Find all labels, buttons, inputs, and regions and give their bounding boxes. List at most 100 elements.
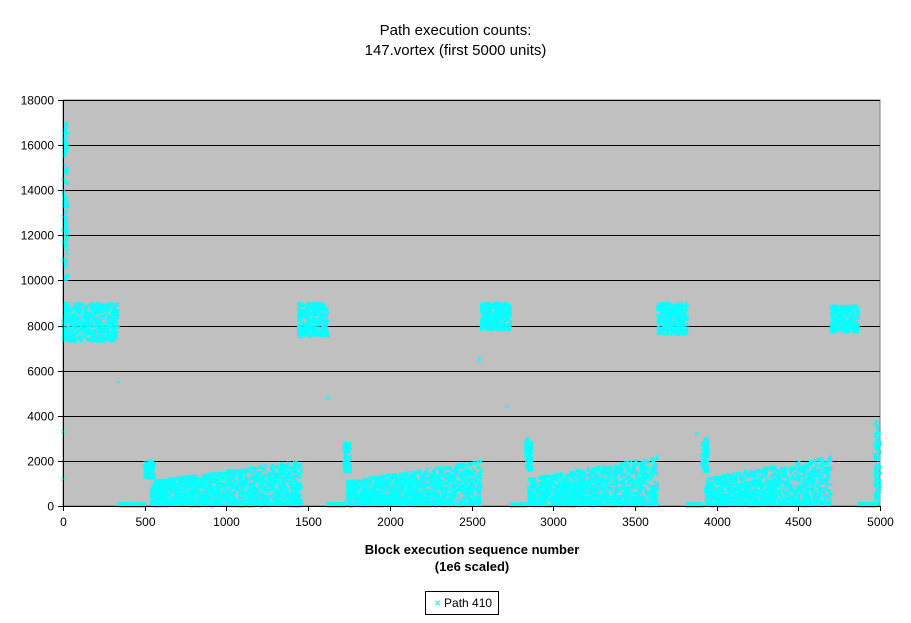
data-point [68,338,73,342]
data-point [293,463,297,468]
data-point [92,328,97,333]
data-point [85,314,90,319]
data-point [70,306,74,311]
data-point [64,264,68,268]
data-point [67,307,72,312]
data-point [64,179,68,184]
data-point [133,502,138,507]
data-point [64,137,69,141]
data-point [63,224,68,228]
data-point [81,327,86,332]
data-point [65,131,70,136]
data-point [74,307,79,312]
data-point [95,302,100,307]
data-point [64,303,69,307]
data-point [104,312,108,317]
data-point [73,314,78,318]
data-point [71,329,75,334]
data-point [88,331,92,335]
data-point [145,469,150,474]
chart-subtitle: 147.vortex (first 5000 units) [364,42,547,59]
data-point [78,303,82,307]
data-point [67,315,72,320]
data-point [104,332,109,337]
data-point [65,248,69,252]
data-point [63,124,68,129]
data-point [152,463,157,467]
data-point [91,336,95,340]
data-point [150,476,155,481]
data-point [77,333,82,337]
data-point [146,463,151,468]
data-point [64,148,69,152]
data-point [111,322,116,327]
plot-area [62,99,881,507]
data-point [227,488,232,493]
data-point [64,170,69,175]
data-point [83,335,87,340]
data-point [101,314,105,319]
data-point [75,317,79,322]
data-point [295,487,300,492]
data-point [66,301,71,306]
data-point [92,305,97,309]
data-point [77,309,82,314]
data-point [63,151,68,156]
data-point [147,466,151,471]
data-point [147,459,152,463]
data-point [98,329,103,334]
data-point [209,475,214,480]
data-point [66,328,71,333]
data-point [64,204,69,209]
data-point [63,337,68,341]
data-point [114,317,119,322]
data-point [114,320,119,325]
data-point [77,316,82,321]
data-point [94,323,98,328]
data-point [225,477,229,482]
data-point [111,319,116,324]
data-point [96,334,100,338]
data-point [109,304,114,308]
data-point [63,244,68,249]
data-point [99,326,104,331]
data-point [65,235,70,240]
data-point [67,318,72,323]
data-point [107,322,112,327]
data-point [143,461,148,466]
data-point [114,303,119,308]
data-point [64,166,69,171]
data-point [64,261,69,265]
data-point [269,474,273,478]
data-point [64,238,69,243]
data-point [105,327,110,332]
data-point [233,480,238,485]
data-point [116,325,120,330]
data-point [73,339,78,344]
data-point [263,464,268,468]
data-point [150,468,155,473]
data-point [96,338,101,343]
data-point [106,336,111,341]
data-point [112,336,117,341]
data-point [64,195,69,200]
data-point [82,320,87,325]
data-point [65,328,70,333]
data-point [100,303,105,308]
data-point [65,273,70,278]
data-point [65,182,70,187]
data-point [96,307,101,312]
data-point [125,503,130,507]
data-point [101,337,106,341]
data-point [64,273,69,278]
data-point [84,328,88,333]
data-point [75,328,80,333]
data-point [63,218,67,223]
data-point [96,310,101,315]
data-point [64,232,69,237]
data-point [63,265,68,269]
chart-title: Path execution counts: [379,22,532,39]
data-point [71,333,76,338]
data-point [271,469,276,473]
data-point [91,305,96,309]
